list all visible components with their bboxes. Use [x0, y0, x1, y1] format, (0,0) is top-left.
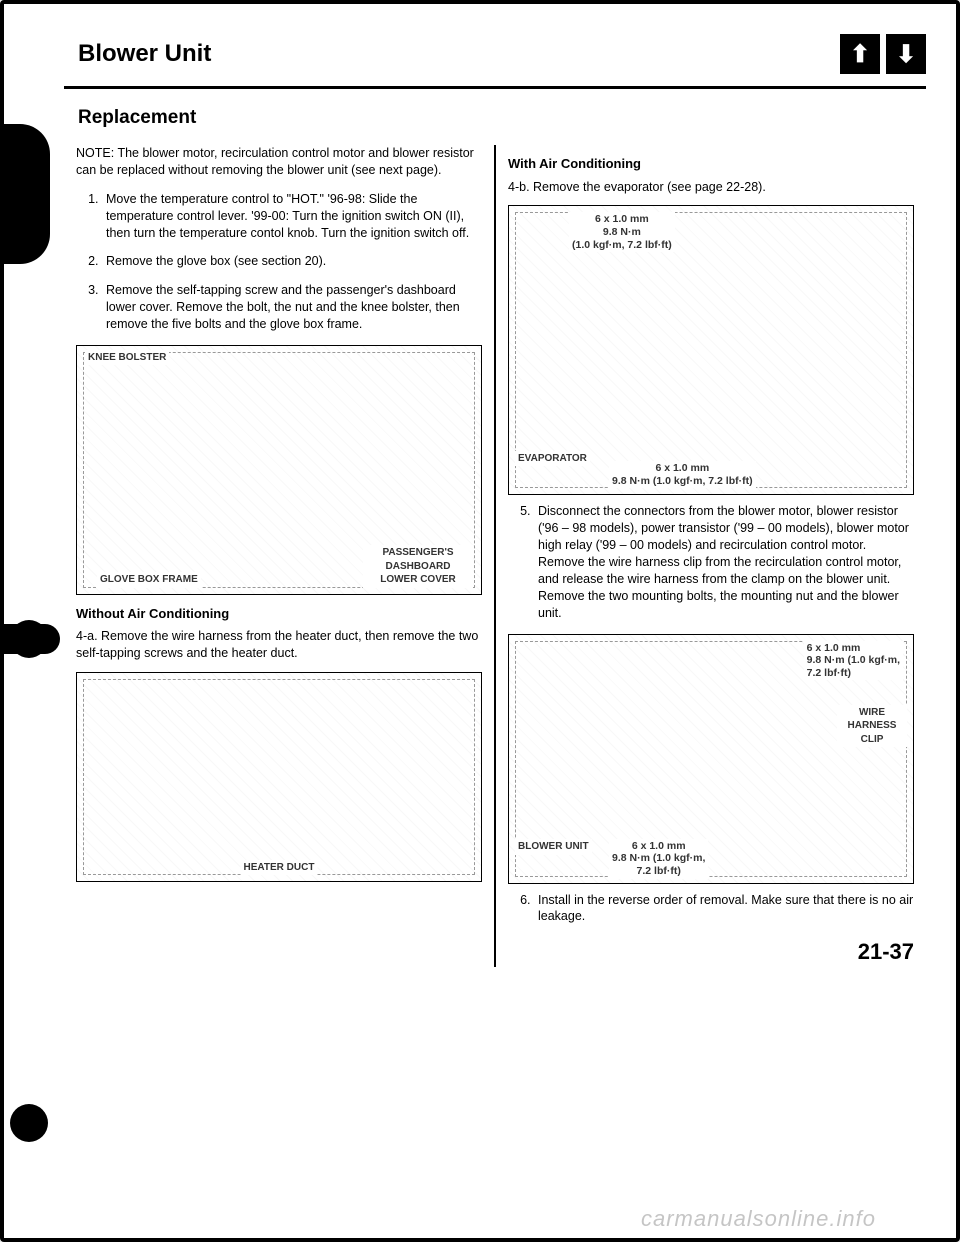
- label-blower-unit: BLOWER UNIT: [515, 839, 592, 855]
- torque-spec-bottom2: 6 x 1.0 mm 9.8 N·m (1.0 kgf·m, 7.2 lbf·f…: [609, 839, 708, 879]
- subhead-with-ac: With Air Conditioning: [508, 155, 914, 173]
- binder-hole: [10, 174, 48, 212]
- label-heater-duct: HEATER DUCT: [241, 860, 318, 876]
- torque-spec-top2: 6 x 1.0 mm 9.8 N·m (1.0 kgf·m, 7.2 lbf·f…: [804, 641, 903, 681]
- binder-hole: [10, 1104, 48, 1142]
- steps-list-cont2: Install in the reverse order of removal.…: [508, 892, 914, 926]
- nav-up-icon[interactable]: ⬆: [840, 34, 880, 74]
- step-4a: 4-a. Remove the wire harness from the he…: [76, 628, 482, 662]
- step-4b: 4-b. Remove the evaporator (see page 22-…: [508, 179, 914, 196]
- nav-down-icon[interactable]: ⬇: [886, 34, 926, 74]
- content-columns: NOTE: The blower motor, recirculation co…: [64, 145, 926, 967]
- page-title: Blower Unit: [78, 40, 211, 68]
- label-wire-harness-clip: WIRE HARNESS CLIP: [837, 705, 907, 748]
- left-column: NOTE: The blower motor, recirculation co…: [64, 145, 496, 967]
- nav-icons: ⬆ ⬇: [840, 34, 926, 74]
- step-3: Remove the self-tapping screw and the pa…: [102, 282, 482, 333]
- section-title: Replacement: [78, 107, 926, 129]
- step-2: Remove the glove box (see section 20).: [102, 253, 482, 270]
- step-6: Install in the reverse order of removal.…: [534, 892, 914, 926]
- step-1: Move the temperature control to "HOT." '…: [102, 191, 482, 242]
- diagram-heater-duct: HEATER DUCT: [76, 672, 482, 882]
- note-text: NOTE: The blower motor, recirculation co…: [76, 145, 482, 179]
- label-dash-lower-cover: PASSENGER'S DASHBOARD LOWER COVER: [363, 545, 473, 588]
- page-number: 21-37: [508, 937, 914, 967]
- torque-spec-top: 6 x 1.0 mm 9.8 N·m (1.0 kgf·m, 7.2 lbf·f…: [569, 212, 675, 252]
- binder-hole: [10, 620, 48, 658]
- page: Blower Unit ⬆ ⬇ Replacement NOTE: The bl…: [0, 0, 960, 1242]
- torque-spec-bottom: 6 x 1.0 mm 9.8 N·m (1.0 kgf·m, 7.2 lbf·f…: [609, 461, 756, 488]
- steps-list: Move the temperature control to "HOT." '…: [76, 191, 482, 333]
- diagram-blower-unit: 6 x 1.0 mm 9.8 N·m (1.0 kgf·m, 7.2 lbf·f…: [508, 634, 914, 884]
- subhead-without-ac: Without Air Conditioning: [76, 605, 482, 623]
- diagram-evaporator: 6 x 1.0 mm 9.8 N·m (1.0 kgf·m, 7.2 lbf·f…: [508, 205, 914, 495]
- right-column: With Air Conditioning 4-b. Remove the ev…: [496, 145, 926, 967]
- page-header: Blower Unit ⬆ ⬇: [64, 34, 926, 89]
- steps-list-cont: Disconnect the connectors from the blowe…: [508, 503, 914, 621]
- label-knee-bolster: KNEE BOLSTER: [85, 350, 169, 366]
- diagram-glovebox: KNEE BOLSTER GLOVE BOX FRAME PASSENGER'S…: [76, 345, 482, 595]
- label-evaporator: EVAPORATOR: [515, 451, 590, 467]
- watermark: carmanualsonline.info: [641, 1206, 876, 1232]
- step-5: Disconnect the connectors from the blowe…: [534, 503, 914, 621]
- label-glove-box-frame: GLOVE BOX FRAME: [97, 572, 201, 588]
